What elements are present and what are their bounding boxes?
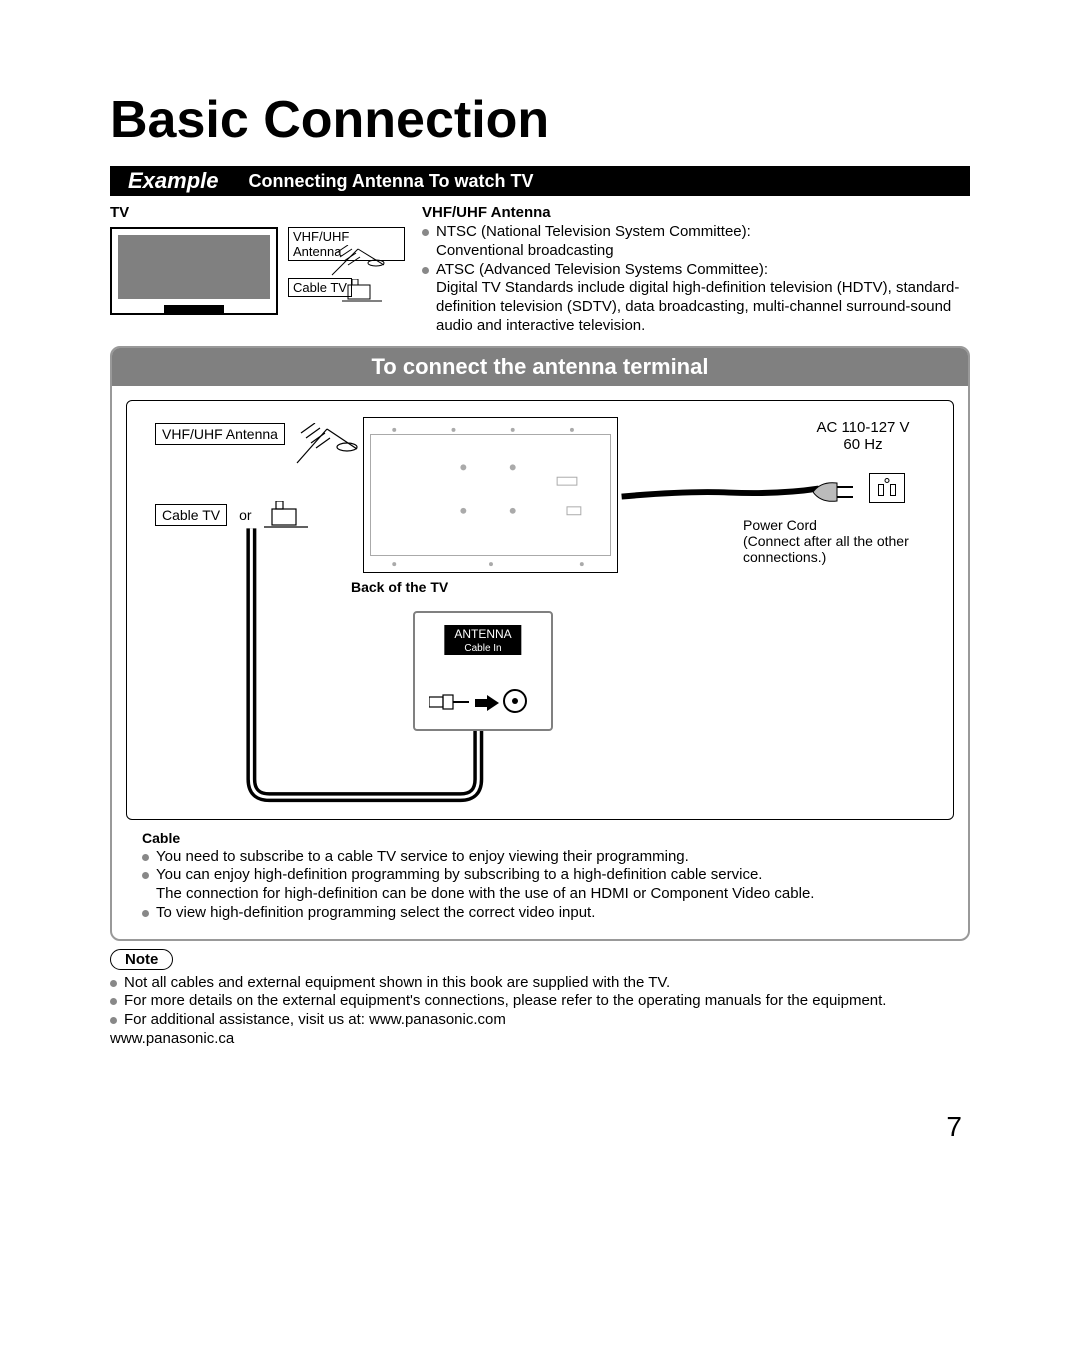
cabletv-label-box: Cable TV (155, 504, 227, 526)
cable-bullet: To view high-definition programming sele… (142, 904, 938, 923)
note-item: For more details on the external equipme… (110, 992, 970, 1011)
tv-back-panel-icon (363, 417, 618, 573)
antenna-icon (328, 245, 388, 279)
cable-building-icon (264, 501, 308, 529)
back-of-tv-label: Back of the TV (351, 579, 448, 595)
tv-icon (110, 227, 278, 315)
vhf-bullets: NTSC (National Television System Committ… (422, 223, 970, 336)
or-text: or (231, 505, 259, 525)
ac-spec: AC 110-127 V 60 Hz (803, 419, 923, 453)
note-pill: Note (110, 949, 173, 970)
antenna-icon (291, 423, 361, 467)
note-item: Not all cables and external equipment sh… (110, 974, 970, 993)
connection-diagram: VHF/UHF Antenna Cable TV or (126, 400, 954, 820)
tv-diagram: VHF/UHF Antenna Cable TV (110, 223, 405, 318)
connect-section: To connect the antenna terminal VHF/UHF … (110, 346, 970, 941)
connect-title: To connect the antenna terminal (112, 348, 968, 386)
cable-bullet: You need to subscribe to a cable TV serv… (142, 848, 938, 867)
connector-icon (429, 693, 469, 711)
vhf-bullet: NTSC (National Television System Committ… (422, 223, 970, 261)
note-item: For additional assistance, visit us at: … (110, 1011, 970, 1030)
plug-icon (813, 479, 857, 505)
bottom-notes: Not all cables and external equipment sh… (110, 974, 970, 1030)
power-cord-note: Power Cord (Connect after all the other … (743, 517, 923, 565)
antenna-label-box: VHF/UHF Antenna (155, 423, 285, 445)
cable-heading: Cable (142, 830, 968, 846)
cable-bullet: You can enjoy high-definition programmin… (142, 866, 938, 904)
page-number: 7 (946, 1111, 962, 1143)
extra-url: www.panasonic.ca (110, 1030, 970, 1047)
vhf-heading: VHF/UHF Antenna (422, 204, 970, 221)
antenna-port-panel: ANTENNA Cable In (413, 611, 553, 731)
antenna-port-label: ANTENNA Cable In (444, 625, 521, 655)
example-subtitle: Connecting Antenna To watch TV (249, 171, 534, 192)
example-badge: Example (128, 168, 219, 194)
coax-port-icon (503, 689, 527, 713)
outlet-icon (869, 473, 905, 503)
example-bar: Example Connecting Antenna To watch TV (110, 166, 970, 196)
arrow-right-icon (475, 695, 499, 711)
cable-bullets: You need to subscribe to a cable TV serv… (142, 848, 938, 923)
page-title: Basic Connection (110, 90, 970, 150)
tv-label: TV (110, 204, 410, 221)
cable-building-icon (342, 279, 382, 303)
vhf-bullet: ATSC (Advanced Television Systems Commit… (422, 261, 970, 336)
